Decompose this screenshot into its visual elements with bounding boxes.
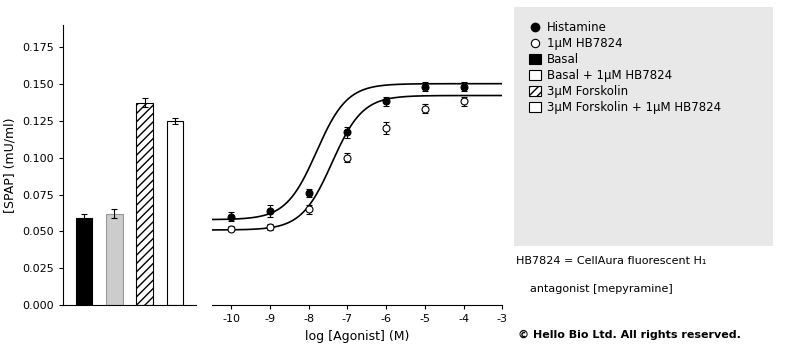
- Bar: [166, 121, 184, 305]
- Legend: Histamine, 1μM HB7824, Basal, Basal + 1μM HB7824, 3μM Forskolin, 3μM Forskolin +: Histamine, 1μM HB7824, Basal, Basal + 1μ…: [525, 18, 725, 118]
- Text: © Hello Bio Ltd. All rights reserved.: © Hello Bio Ltd. All rights reserved.: [518, 330, 741, 340]
- Text: HB7824 = CellAura fluorescent H₁: HB7824 = CellAura fluorescent H₁: [516, 256, 706, 266]
- Bar: [75, 218, 93, 305]
- Text: antagonist [mepyramine]: antagonist [mepyramine]: [516, 284, 673, 294]
- Bar: [106, 214, 122, 305]
- Y-axis label: [SPAP] (mU/ml): [SPAP] (mU/ml): [3, 117, 16, 213]
- X-axis label: log [Agonist] (M): log [Agonist] (M): [305, 330, 409, 343]
- Bar: [137, 103, 153, 305]
